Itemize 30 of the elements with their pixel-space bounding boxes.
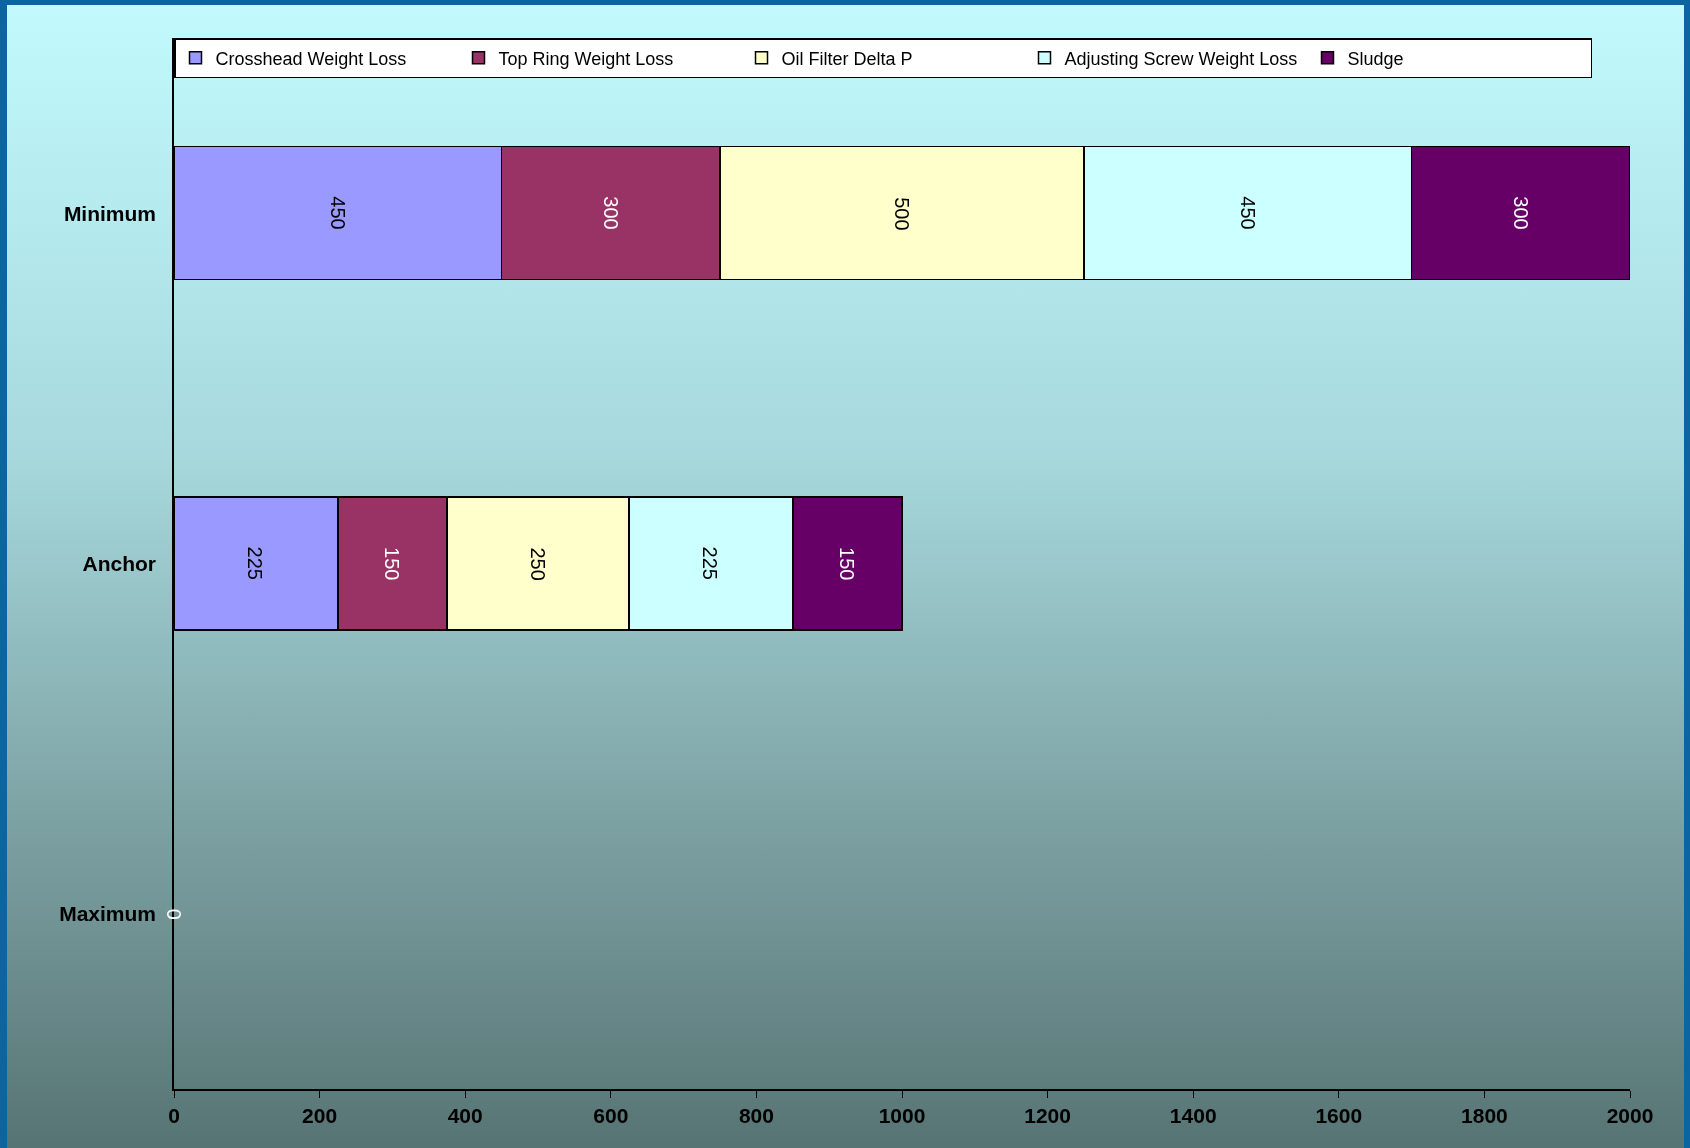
legend-label: Crosshead Weight Loss [215, 48, 407, 69]
x-tick-label: 1200 [1024, 1103, 1071, 1127]
data-label: 225 [699, 546, 722, 580]
data-label: 500 [891, 197, 914, 231]
data-label: 450 [1236, 196, 1259, 230]
data-label: 300 [599, 196, 622, 230]
x-tick-label: 0 [168, 1103, 180, 1127]
y-tick-label: Maximum [59, 902, 157, 926]
data-label: 150 [380, 547, 403, 581]
data-label: 150 [835, 547, 858, 581]
x-tick-label: 600 [593, 1103, 629, 1127]
data-label: 225 [244, 546, 267, 580]
legend-label: Oil Filter Delta P [781, 48, 913, 69]
x-tick-label: 2000 [1606, 1103, 1654, 1127]
x-tick-label: 1800 [1461, 1103, 1508, 1127]
x-tick-label: 800 [738, 1103, 774, 1127]
y-tick-label: Minimum [63, 201, 157, 225]
legend-label: Sludge [1347, 48, 1404, 69]
data-label: 450 [326, 196, 349, 230]
x-tick-label: 1600 [1315, 1103, 1363, 1127]
x-tick-label: 200 [302, 1103, 338, 1127]
x-tick-label: 1400 [1169, 1103, 1217, 1127]
data-label: 0 [162, 908, 185, 920]
data-label: 300 [1509, 196, 1532, 230]
y-tick-label: Anchor [82, 551, 157, 575]
data-label: 250 [526, 547, 549, 581]
x-tick-label: 400 [447, 1103, 483, 1127]
legend-label: Adjusting Screw Weight Loss [1064, 48, 1298, 69]
x-tick-label: 1000 [878, 1103, 926, 1127]
legend-label: Top Ring Weight Loss [498, 48, 674, 69]
